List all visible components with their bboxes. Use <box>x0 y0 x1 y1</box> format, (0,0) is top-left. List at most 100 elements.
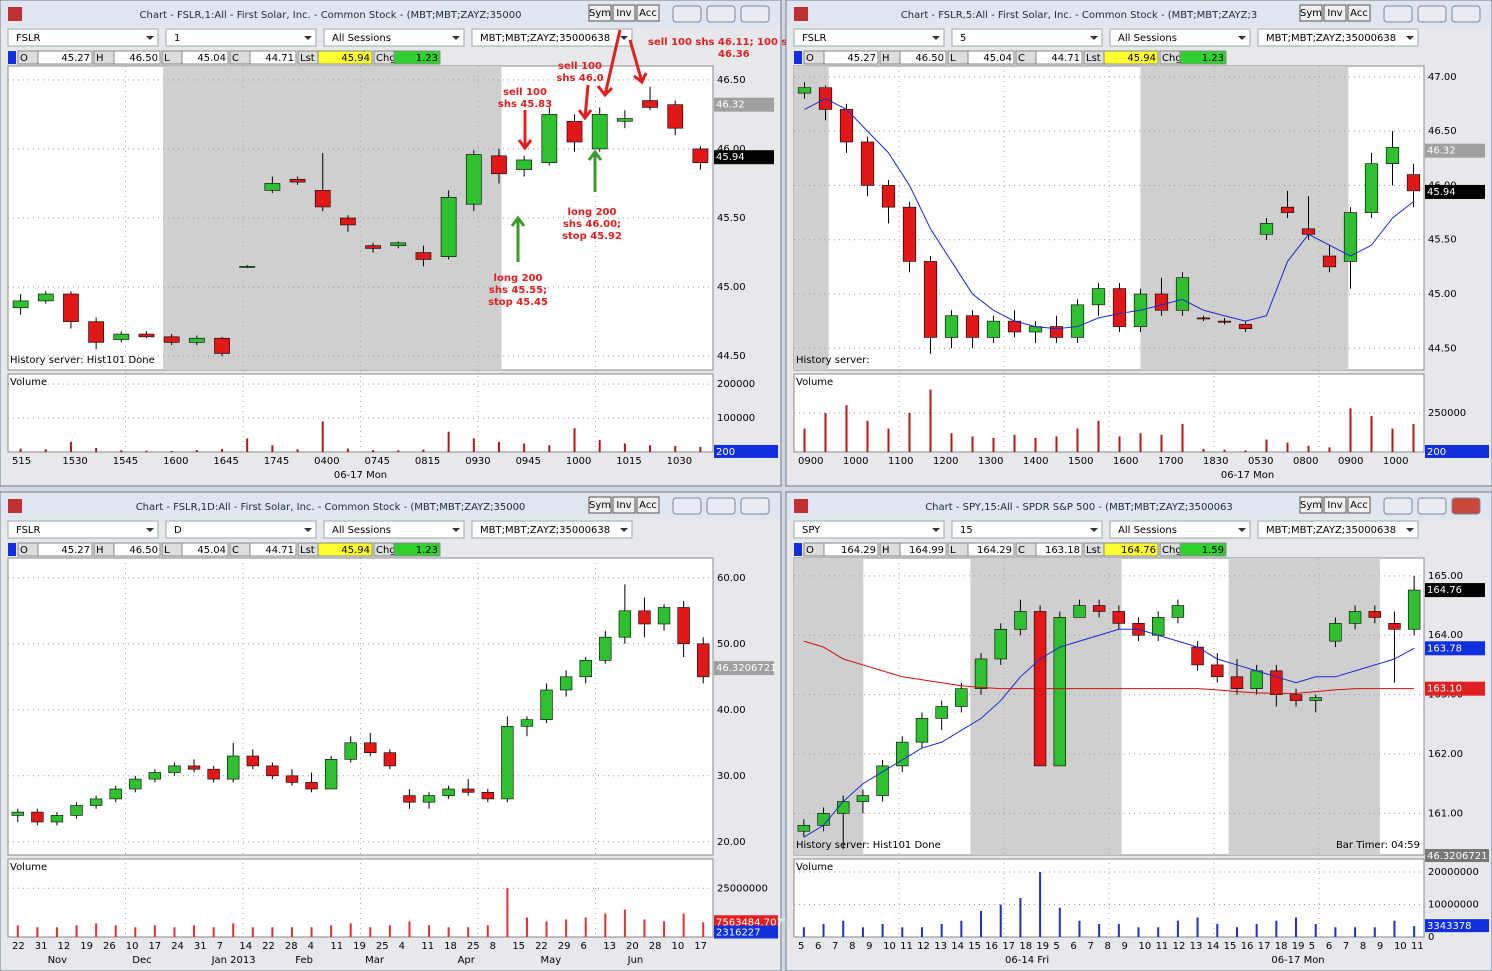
ohlc-value: 45.27 <box>61 545 90 556</box>
ohlc-value-box <box>1035 542 1083 557</box>
candle-body <box>465 154 482 205</box>
toolbar-field[interactable] <box>951 28 1103 47</box>
title-button[interactable] <box>636 496 660 514</box>
toolbar-field[interactable] <box>1257 28 1419 47</box>
dropdown-arrow <box>1238 528 1246 532</box>
window-min-button[interactable] <box>1383 497 1413 515</box>
window-min-button[interactable] <box>672 5 702 23</box>
volume-bar <box>447 431 450 452</box>
window-close-button[interactable] <box>1451 5 1481 23</box>
candle-body <box>364 742 377 754</box>
x-tick-label: 0815 <box>415 456 440 467</box>
window-max-button[interactable] <box>1417 5 1447 23</box>
x-tick-label: 0400 <box>314 456 339 467</box>
ohlc-marker <box>8 51 16 64</box>
volume-bar <box>36 927 39 937</box>
ohlc-key: Chg <box>1162 545 1182 556</box>
candle-body <box>944 315 959 338</box>
toolbar-field[interactable] <box>165 520 317 539</box>
dropdown-arrow <box>146 528 154 532</box>
x-tick-label: 9 <box>866 941 872 952</box>
toolbar-field-text: All Sessions <box>1118 525 1177 536</box>
volume-tag-label: 200 <box>716 447 735 458</box>
toolbar-field[interactable] <box>951 520 1103 539</box>
toolbar-field[interactable] <box>793 520 945 539</box>
volume-bar <box>16 925 19 937</box>
date-label: Jun <box>627 955 644 966</box>
volume-bar <box>1307 445 1310 452</box>
toolbar-field[interactable] <box>1257 520 1419 539</box>
x-tick-label: 18 <box>1019 941 1032 952</box>
volume-bar <box>573 428 576 452</box>
toolbar-field-text: All Sessions <box>332 33 391 44</box>
toolbar-field[interactable] <box>1109 28 1251 47</box>
window-close-button[interactable] <box>740 497 770 515</box>
candle-body <box>383 752 397 767</box>
x-tick-label: 0930 <box>465 456 490 467</box>
title-button[interactable] <box>1347 496 1371 514</box>
volume-bar <box>290 927 293 937</box>
x-tick-label: 28 <box>285 941 298 952</box>
moving-average <box>803 628 1415 838</box>
ohlc-key: L <box>164 545 170 556</box>
ohlc-key: C <box>232 545 239 556</box>
ohlc-value: 1.23 <box>416 53 438 64</box>
x-tick-label: 9 <box>1377 941 1383 952</box>
volume-bar <box>1235 927 1238 937</box>
window-close-button[interactable] <box>740 5 770 23</box>
title-button[interactable] <box>1299 496 1323 514</box>
title-bar <box>787 1 1491 27</box>
toolbar-field[interactable] <box>323 520 465 539</box>
volume-tag <box>714 444 778 458</box>
toolbar-field[interactable] <box>471 520 633 539</box>
ohlc-value-box <box>1103 50 1159 65</box>
y-tick-label: 20.00 <box>717 837 746 848</box>
title-button[interactable] <box>612 496 636 514</box>
candle-body <box>365 245 381 249</box>
trade-arrow <box>510 215 526 262</box>
window-max-button[interactable] <box>706 5 736 23</box>
y-tick-label: 46.50 <box>717 75 746 86</box>
x-tick-label: 25 <box>467 941 480 952</box>
price-tag-label: 46.32 <box>1427 146 1456 157</box>
title-button[interactable] <box>588 496 612 514</box>
x-tick-label: 0745 <box>365 456 390 467</box>
x-tick-label: 1100 <box>888 456 913 467</box>
window-max-button[interactable] <box>706 497 736 515</box>
x-tick-label: 18 <box>444 941 457 952</box>
toolbar-field[interactable] <box>165 28 317 47</box>
candle-body <box>285 775 299 783</box>
price-tag <box>714 97 774 112</box>
volume-bar <box>901 927 904 937</box>
window-min-button[interactable] <box>1383 5 1413 23</box>
title-button[interactable] <box>1323 4 1347 22</box>
date-label: Feb <box>295 955 313 966</box>
window-close-button[interactable] <box>1451 497 1481 515</box>
toolbar-field[interactable] <box>323 28 465 47</box>
toolbar-field[interactable] <box>7 28 159 47</box>
y-tick-label: 161.00 <box>1428 808 1463 819</box>
x-tick-label: 1400 <box>1023 456 1048 467</box>
title-button[interactable] <box>612 4 636 22</box>
toolbar-field[interactable] <box>793 28 945 47</box>
candle-body <box>481 791 494 800</box>
title-button[interactable] <box>636 4 660 22</box>
volume-bar <box>145 450 148 452</box>
ohlc-value: 1.23 <box>1202 53 1224 64</box>
toolbar-field[interactable] <box>471 28 633 47</box>
volume-bar <box>643 919 646 937</box>
title-button[interactable] <box>588 4 612 22</box>
toolbar-field[interactable] <box>1109 520 1251 539</box>
toolbar-field[interactable] <box>7 520 159 539</box>
title-button[interactable] <box>1323 496 1347 514</box>
volume-bar <box>1223 449 1226 452</box>
ohlc-value-box <box>823 50 879 65</box>
window-min-button[interactable] <box>672 497 702 515</box>
price-tag <box>1425 143 1485 158</box>
volume-bar <box>232 923 235 937</box>
candle-body <box>697 643 710 678</box>
window-max-button[interactable] <box>1417 497 1447 515</box>
title-button[interactable] <box>1347 4 1371 22</box>
title-button[interactable] <box>1299 4 1323 22</box>
volume-bar <box>422 449 425 452</box>
